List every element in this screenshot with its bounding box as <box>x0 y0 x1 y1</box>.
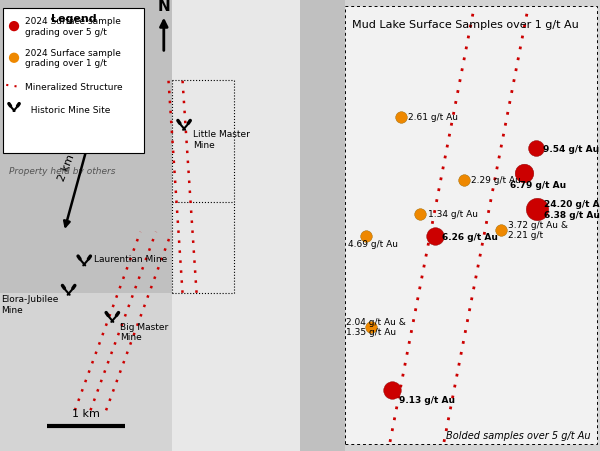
Point <box>9 55 19 62</box>
Text: 2024 Surface sample
grading over 5 g/t: 2024 Surface sample grading over 5 g/t <box>25 18 121 37</box>
Text: Mineralized Structure: Mineralized Structure <box>25 83 122 91</box>
Point <box>361 233 371 240</box>
Point <box>415 211 425 218</box>
Polygon shape <box>172 203 312 451</box>
Text: 1 km: 1 km <box>72 408 100 418</box>
Text: Bolded samples over 5 g/t Au: Bolded samples over 5 g/t Au <box>446 430 591 440</box>
Polygon shape <box>0 0 234 293</box>
Bar <box>300 0 345 451</box>
Text: Little Master
Mine: Little Master Mine <box>193 130 250 149</box>
Point <box>9 23 19 31</box>
Text: 9.54 g/t Au: 9.54 g/t Au <box>543 144 599 153</box>
Point <box>459 177 469 184</box>
Text: 2.04 g/t Au &
1.35 g/t Au: 2.04 g/t Au & 1.35 g/t Au <box>347 318 406 336</box>
Point <box>430 233 440 240</box>
Text: 2 km: 2 km <box>56 153 76 183</box>
Text: Property held by others: Property held by others <box>10 167 116 176</box>
Text: 1.34 g/t Au: 1.34 g/t Au <box>427 210 478 219</box>
Text: Historic Mine Site: Historic Mine Site <box>25 106 110 115</box>
Point <box>366 323 376 331</box>
Polygon shape <box>172 0 312 293</box>
Text: 24.20 g/t Au &
6.38 g/t Au: 24.20 g/t Au & 6.38 g/t Au <box>545 200 600 219</box>
Text: 2.29 g/t Au: 2.29 g/t Au <box>471 176 521 185</box>
Point <box>396 114 406 121</box>
Text: Laurentian Mine: Laurentian Mine <box>94 255 167 264</box>
Text: 3.72 g/t Au &
2.21 g/t: 3.72 g/t Au & 2.21 g/t <box>509 221 569 239</box>
Text: Big Master
Mine: Big Master Mine <box>120 322 169 341</box>
Bar <box>345 7 597 444</box>
Text: 2.61 g/t Au: 2.61 g/t Au <box>408 113 458 122</box>
Text: Elora-Jubilee
Mine: Elora-Jubilee Mine <box>2 295 59 314</box>
Text: 4.69 g/t Au: 4.69 g/t Au <box>348 239 398 248</box>
Text: Mud Lake Surface Samples over 1 g/t Au: Mud Lake Surface Samples over 1 g/t Au <box>352 20 578 30</box>
Point <box>496 226 506 234</box>
Text: Legend: Legend <box>50 14 96 23</box>
Text: 6.26 g/t Au: 6.26 g/t Au <box>443 232 499 241</box>
Text: N: N <box>157 0 170 14</box>
Text: 2024 Surface sample
grading over 1 g/t: 2024 Surface sample grading over 1 g/t <box>25 49 121 68</box>
FancyBboxPatch shape <box>3 9 143 153</box>
Text: 9.13 g/t Au: 9.13 g/t Au <box>399 395 455 404</box>
Point <box>518 170 529 177</box>
Point <box>532 206 542 213</box>
Point <box>531 145 541 152</box>
Point <box>387 387 397 394</box>
Text: 6.79 g/t Au: 6.79 g/t Au <box>510 180 566 189</box>
